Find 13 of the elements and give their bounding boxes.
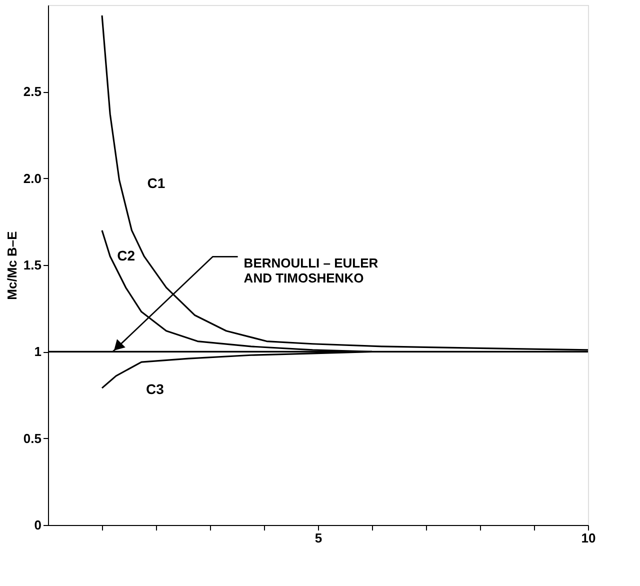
x-tick-label: 10 — [581, 530, 596, 546]
y-tick-label: 0 — [34, 518, 42, 532]
y-tick-label: 2.0 — [23, 170, 42, 186]
series-label: C3 — [146, 380, 164, 397]
series-label: C1 — [147, 175, 166, 192]
x-tick-label: 5 — [314, 530, 322, 546]
y-tick-label: 1.5 — [23, 258, 42, 272]
y-tick-label: 1 — [34, 344, 42, 360]
annotation: BERNOULLI – EULER AND TIMOSHENKO — [244, 256, 379, 286]
y-tick-label: 2.5 — [23, 84, 42, 100]
y-tick-label: 0.5 — [23, 430, 42, 446]
y-axis-title: Mc/Mc B–E — [4, 230, 20, 300]
series-label: C2 — [117, 247, 136, 264]
